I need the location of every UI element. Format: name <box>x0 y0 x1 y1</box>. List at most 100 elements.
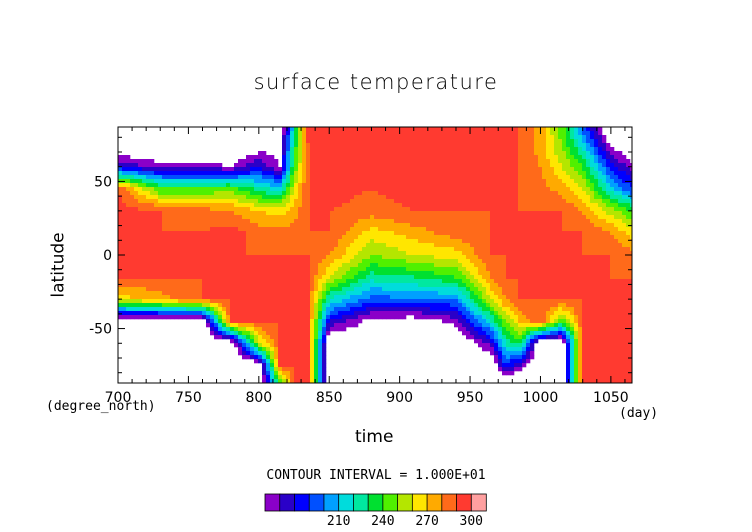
field-cell <box>218 223 223 228</box>
field-cell <box>274 223 279 228</box>
field-cell <box>266 255 271 260</box>
field-cell <box>274 179 279 184</box>
field-cell <box>310 331 315 336</box>
field-cell <box>318 259 323 264</box>
field-cell <box>506 191 511 196</box>
field-cell <box>454 135 459 140</box>
field-cell <box>510 271 515 276</box>
field-cell <box>438 267 443 272</box>
field-cell <box>390 267 395 272</box>
field-cell <box>374 307 379 312</box>
field-cell <box>290 287 295 292</box>
field-cell <box>282 295 287 300</box>
field-cell <box>130 191 135 196</box>
field-cell <box>182 215 187 220</box>
field-cell <box>486 211 491 216</box>
field-cell <box>442 299 447 304</box>
field-cell <box>330 295 335 300</box>
field-cell <box>262 263 267 268</box>
field-cell <box>386 179 391 184</box>
field-cell <box>446 251 451 256</box>
field-cell <box>238 247 243 252</box>
field-cell <box>406 187 411 192</box>
field-cell <box>194 271 199 276</box>
field-cell <box>426 219 431 224</box>
field-cell <box>410 207 415 212</box>
field-cell <box>290 283 295 288</box>
field-cell <box>302 231 307 236</box>
field-cell <box>278 171 283 176</box>
field-cell <box>506 295 511 300</box>
field-cell <box>486 291 491 296</box>
field-cell <box>198 295 203 300</box>
field-cell <box>154 163 159 168</box>
field-cell <box>366 139 371 144</box>
field-cell <box>390 307 395 312</box>
field-cell <box>406 127 411 132</box>
field-cell <box>318 295 323 300</box>
field-cell <box>346 227 351 232</box>
field-cell <box>246 187 251 192</box>
field-cell <box>418 263 423 268</box>
field-cell <box>394 311 399 316</box>
field-cell <box>358 223 363 228</box>
field-cell <box>318 155 323 160</box>
field-cell <box>518 163 523 168</box>
field-cell <box>462 163 467 168</box>
field-cell <box>150 267 155 272</box>
field-cell <box>470 247 475 252</box>
field-cell <box>158 267 163 272</box>
field-cell <box>482 211 487 216</box>
field-cell <box>458 183 463 188</box>
field-cell <box>366 211 371 216</box>
field-cell <box>406 259 411 264</box>
field-cell <box>450 211 455 216</box>
field-cell <box>262 243 267 248</box>
field-cell <box>470 299 475 304</box>
field-cell <box>238 171 243 176</box>
field-cell <box>254 239 259 244</box>
field-cell <box>406 227 411 232</box>
field-cell <box>450 127 455 132</box>
field-cell <box>366 279 371 284</box>
field-cell <box>278 379 283 384</box>
field-cell <box>386 283 391 288</box>
field-cell <box>398 167 403 172</box>
field-cell <box>142 295 147 300</box>
field-cell <box>398 287 403 292</box>
field-cell <box>190 247 195 252</box>
field-cell <box>450 203 455 208</box>
field-cell <box>350 287 355 292</box>
field-cell <box>454 299 459 304</box>
field-cell <box>318 311 323 316</box>
field-cell <box>246 319 251 324</box>
field-cell <box>246 211 251 216</box>
field-cell <box>378 275 383 280</box>
field-cell <box>214 335 219 340</box>
field-cell <box>322 359 327 364</box>
field-cell <box>442 259 447 264</box>
field-cell <box>510 367 515 372</box>
field-cell <box>182 183 187 188</box>
field-cell <box>434 239 439 244</box>
field-cell <box>258 235 263 240</box>
field-cell <box>502 279 507 284</box>
field-cell <box>358 303 363 308</box>
field-cell <box>498 291 503 296</box>
field-cell <box>326 167 331 172</box>
field-cell <box>442 167 447 172</box>
field-cell <box>294 231 299 236</box>
field-cell <box>306 327 311 332</box>
field-cell <box>394 231 399 236</box>
field-cell <box>410 203 415 208</box>
field-cell <box>414 271 419 276</box>
field-cell <box>270 155 275 160</box>
field-cell <box>346 211 351 216</box>
field-cell <box>242 187 247 192</box>
field-cell <box>166 175 171 180</box>
field-cell <box>274 355 279 360</box>
field-cell <box>334 323 339 328</box>
field-cell <box>386 191 391 196</box>
field-cell <box>342 147 347 152</box>
field-cell <box>470 179 475 184</box>
